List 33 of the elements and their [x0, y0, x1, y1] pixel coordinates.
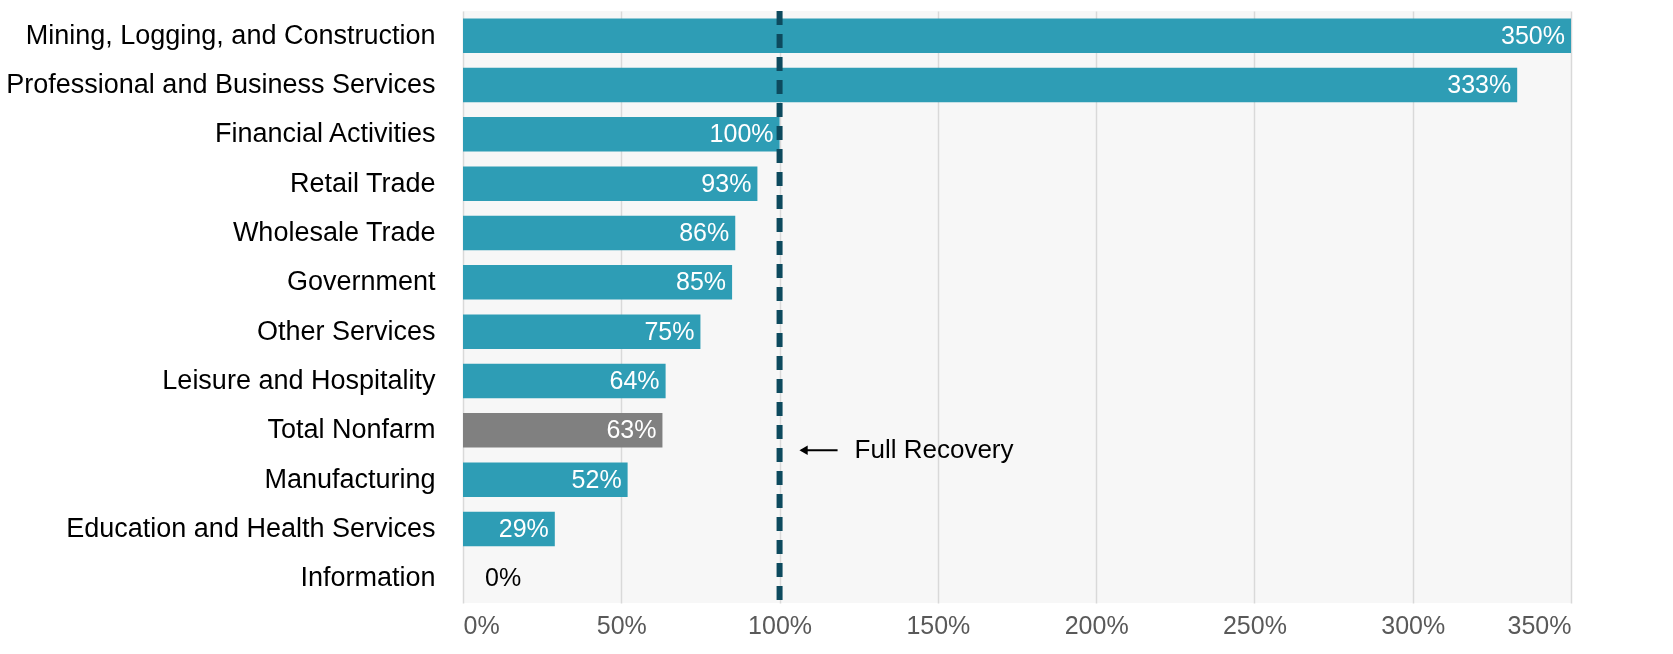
data-label: 52%: [571, 464, 622, 493]
data-label: 75%: [644, 316, 695, 345]
x-tick-label: 100%: [748, 610, 813, 639]
y-tick-label: Professional and Business Services: [6, 69, 436, 99]
x-tick-label: 350%: [1507, 610, 1572, 639]
data-label: 64%: [609, 366, 660, 394]
data-label: 86%: [679, 218, 730, 246]
data-label: 100%: [709, 119, 774, 148]
y-tick-label: Retail Trade: [289, 167, 436, 198]
data-label: 93%: [701, 168, 752, 197]
data-label: 63%: [606, 415, 657, 444]
data-label: 333%: [1447, 70, 1512, 98]
x-tick-label: 0%: [463, 610, 500, 639]
ref-line-label: Full Recovery: [854, 434, 1014, 465]
x-tick-label: 300%: [1381, 610, 1446, 639]
y-tick-label: Wholesale Trade: [232, 217, 436, 247]
y-tick-label: Mining, Logging, and Construction: [25, 19, 436, 50]
x-tick-label: 150%: [906, 610, 971, 639]
y-tick-label: Government: [286, 266, 436, 297]
y-tick-label: Manufacturing: [264, 463, 436, 494]
x-tick-label: 250%: [1222, 610, 1287, 639]
x-tick-label: 50%: [596, 610, 647, 639]
y-tick-label: Education and Health Services: [66, 513, 436, 543]
y-tick-label: Total Nonfarm: [267, 414, 436, 445]
data-label: 85%: [676, 267, 727, 296]
y-tick-label: Information: [300, 562, 436, 593]
data-label: 29%: [498, 514, 549, 542]
y-tick-label: Other Services: [256, 315, 436, 346]
y-tick-label: Financial Activities: [214, 118, 436, 149]
data-label: 0%: [485, 563, 522, 592]
data-label: 350%: [1501, 20, 1565, 49]
x-tick-label: 200%: [1064, 610, 1129, 639]
y-tick-label: Leisure and Hospitality: [162, 365, 436, 395]
